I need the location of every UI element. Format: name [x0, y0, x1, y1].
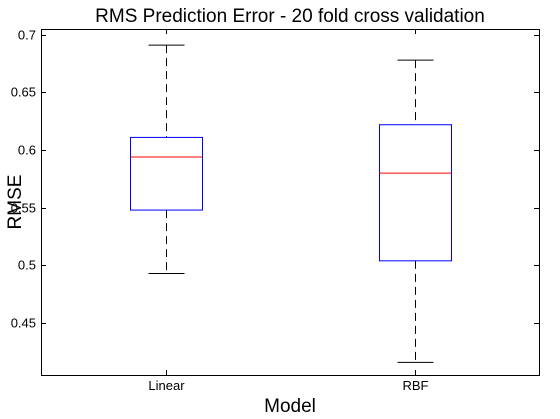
chart-title: RMS Prediction Error - 20 fold cross val… — [95, 6, 485, 27]
y-tick-label: 0.7 — [18, 28, 36, 43]
y-tick-label: 0.65 — [11, 85, 36, 100]
y-axis-label: RMSE — [5, 175, 26, 230]
chart-marks: 0.45 0.5 0.55 0.6 0.65 0.7 Linear RBF — [11, 28, 539, 393]
y-tick-label: 0.6 — [18, 143, 36, 158]
x-axis-label: Model — [264, 396, 316, 417]
iqr-box — [130, 136, 203, 211]
y-tick-label: 0.5 — [18, 258, 36, 273]
x-tick-label: Linear — [148, 378, 185, 393]
iqr-box — [379, 124, 452, 262]
y-tick-label: 0.55 — [11, 201, 36, 216]
x-tick-label: RBF — [403, 378, 429, 393]
y-tick-label: 0.45 — [11, 316, 36, 331]
plot-area-frame — [41, 29, 540, 376]
